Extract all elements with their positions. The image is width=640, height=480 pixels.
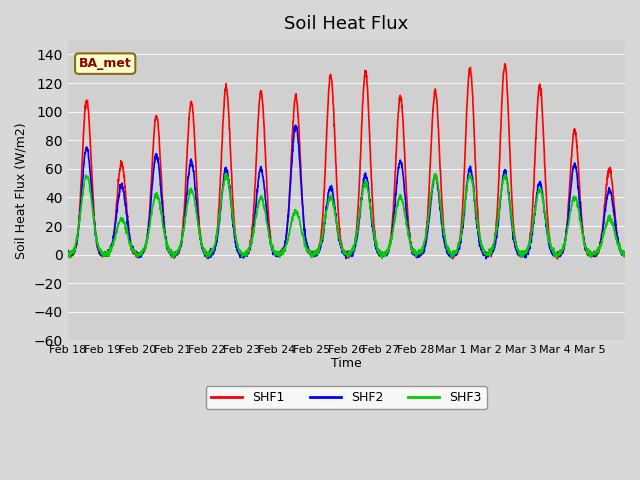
SHF3 [380, 252, 388, 258]
SHF1 [554, 256, 561, 262]
SHF2 [64, 249, 72, 254]
SHF2 [292, 122, 300, 128]
SHF1 [380, 252, 388, 257]
SHF1 [240, 251, 248, 257]
X-axis label: Time: Time [331, 358, 362, 371]
SHF2 [621, 251, 629, 256]
SHF2 [240, 252, 248, 258]
SHF2 [120, 188, 127, 194]
SHF1 [546, 236, 554, 241]
SHF2 [380, 252, 388, 257]
SHF1 [614, 236, 621, 241]
Line: SHF2: SHF2 [68, 125, 625, 259]
SHF2 [483, 256, 490, 262]
Text: BA_met: BA_met [79, 57, 132, 70]
Y-axis label: Soil Heat Flux (W/m2): Soil Heat Flux (W/m2) [15, 122, 28, 259]
SHF2 [515, 251, 522, 256]
Title: Soil Heat Flux: Soil Heat Flux [284, 15, 408, 33]
SHF1 [621, 251, 629, 257]
SHF3 [64, 251, 72, 256]
Legend: SHF1, SHF2, SHF3: SHF1, SHF2, SHF3 [206, 386, 487, 409]
SHF2 [546, 244, 554, 250]
SHF3 [621, 249, 629, 255]
SHF3 [546, 240, 554, 246]
SHF3 [614, 239, 621, 245]
SHF1 [120, 168, 127, 174]
Line: SHF3: SHF3 [68, 174, 625, 259]
Line: SHF1: SHF1 [68, 64, 625, 259]
SHF3 [431, 171, 439, 177]
SHF1 [515, 248, 522, 254]
SHF2 [614, 238, 621, 243]
SHF1 [64, 251, 72, 257]
SHF1 [501, 61, 509, 67]
SHF3 [378, 256, 386, 262]
SHF3 [515, 249, 522, 254]
SHF3 [240, 252, 248, 258]
SHF3 [120, 216, 127, 222]
